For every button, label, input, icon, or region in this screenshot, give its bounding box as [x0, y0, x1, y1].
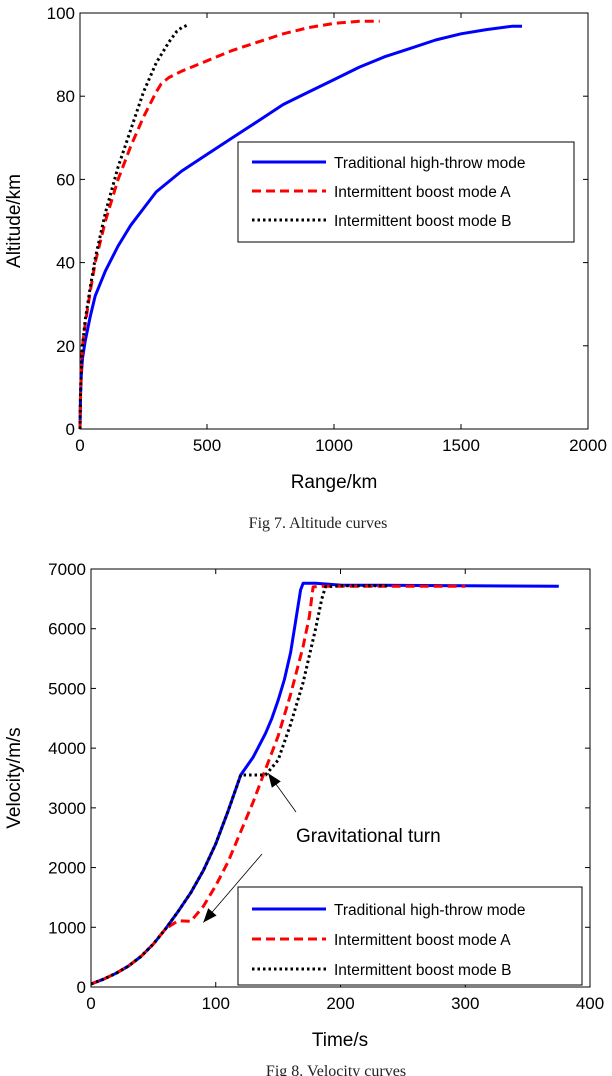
y-tick-label: 100 — [47, 4, 75, 23]
altitude-x-axis-label: Range/km — [291, 472, 378, 493]
annotation-arrow-head — [203, 908, 217, 923]
y-tick-label: 80 — [56, 87, 75, 106]
x-tick-label: 200 — [326, 994, 354, 1013]
x-tick-label: 300 — [451, 994, 479, 1013]
x-tick-label: 500 — [193, 436, 221, 455]
y-tick-label: 1000 — [48, 918, 86, 937]
velocity-legend: Traditional high-throw mode Intermittent … — [237, 886, 583, 986]
y-tick-label: 7000 — [48, 560, 86, 579]
velocity-caption: Fig 8. Velocity curves — [266, 1063, 406, 1076]
velocity-chart: 0 100 200 300 400 0 1000 2000 3000 4000 5000 6000 7… — [4, 560, 604, 1076]
altitude-y-axis-label: Altitude/km — [4, 174, 25, 268]
altitude-legend-box — [237, 141, 575, 243]
x-tick-label: 0 — [86, 994, 95, 1013]
altitude-x-ticks: 0 500 1000 1500 2000 — [75, 13, 607, 455]
legend-label-1: Traditional high-throw mode — [334, 902, 526, 919]
altitude-series-lines — [78, 19, 522, 430]
annotation-arrow-head — [268, 773, 281, 788]
y-tick-label: 40 — [56, 254, 75, 273]
series-line-3 — [78, 24, 188, 430]
legend-label-2: Intermittent boost mode A — [334, 932, 511, 949]
y-tick-label: 2000 — [48, 859, 86, 878]
x-tick-label: 100 — [202, 994, 230, 1013]
x-tick-label: 0 — [75, 436, 84, 455]
gravitational-turn-annotation: Gravitational turn — [296, 826, 441, 847]
velocity-y-axis-label: Velocity/m/s — [4, 727, 25, 828]
legend-label-1: Traditional high-throw mode — [334, 155, 526, 172]
y-tick-label: 6000 — [48, 620, 86, 639]
series-line-1 — [78, 24, 522, 430]
velocity-x-axis-label: Time/s — [312, 1030, 368, 1051]
y-tick-label: 5000 — [48, 679, 86, 698]
legend-label-3: Intermittent boost mode B — [334, 962, 511, 979]
altitude-chart: 0 500 1000 1500 2000 0 20 40 60 80 100 Range/km A… — [4, 4, 607, 532]
y-tick-label: 60 — [56, 170, 75, 189]
altitude-legend: Traditional high-throw mode Intermittent … — [237, 141, 575, 243]
velocity-legend-box — [237, 886, 583, 986]
legend-label-2: Intermittent boost mode A — [334, 184, 511, 201]
velocity-y-ticks: 0 1000 2000 3000 4000 5000 6000 7000 — [48, 560, 590, 997]
legend-label-3: Intermittent boost mode B — [334, 213, 511, 230]
y-tick-label: 0 — [77, 978, 86, 997]
x-tick-label: 1500 — [442, 436, 480, 455]
velocity-x-ticks: 0 100 200 300 400 — [86, 569, 604, 1013]
series-line-3 — [90, 584, 391, 986]
y-tick-label: 0 — [66, 420, 75, 439]
x-tick-label: 1000 — [315, 436, 353, 455]
x-tick-label: 400 — [576, 994, 604, 1013]
annotation-arrows — [202, 772, 297, 923]
velocity-series-lines — [90, 581, 559, 986]
y-tick-label: 20 — [56, 337, 75, 356]
x-tick-label: 2000 — [569, 436, 607, 455]
annotation-arrow-line — [202, 853, 263, 923]
altitude-y-ticks: 0 20 40 60 80 100 — [47, 4, 588, 439]
altitude-caption: Fig 7. Altitude curves — [249, 515, 388, 532]
y-tick-label: 4000 — [48, 739, 86, 758]
y-tick-label: 3000 — [48, 799, 86, 818]
